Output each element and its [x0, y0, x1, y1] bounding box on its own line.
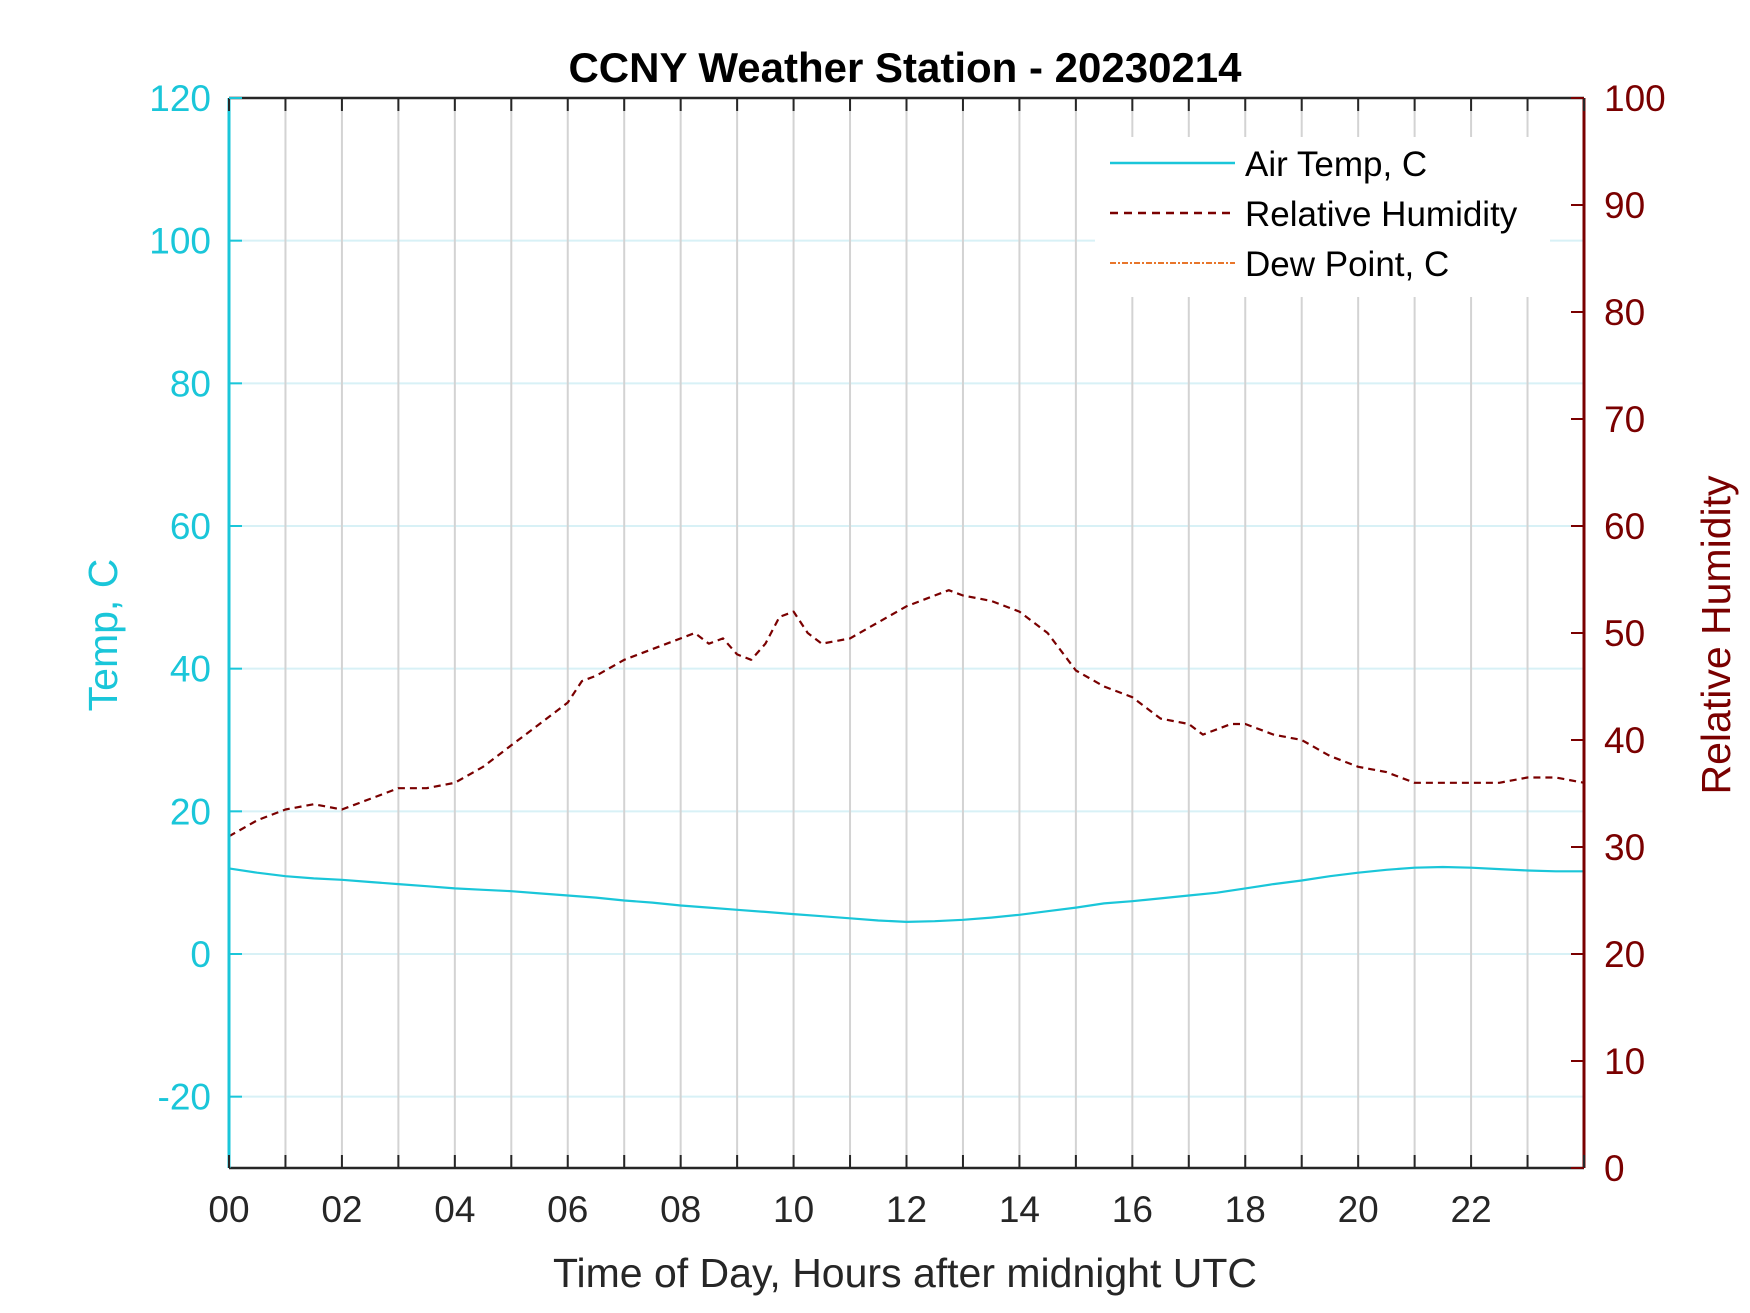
legend-label-air-temp: Air Temp, C — [1245, 145, 1427, 184]
x-tick-label: 06 — [547, 1189, 588, 1230]
x-tick-label: 20 — [1338, 1189, 1379, 1230]
axes — [227, 96, 1586, 1170]
legend-label-dew-point: Dew Point, C — [1245, 245, 1449, 284]
x-tick-label: 08 — [660, 1189, 701, 1230]
relative-humidity-line — [228, 589, 1585, 838]
x-axis-label: Time of Day, Hours after midnight UTC — [553, 1250, 1257, 1296]
right-tick-label: 70 — [1604, 399, 1645, 440]
right-tick-label: 40 — [1604, 720, 1645, 761]
right-tick-label: 50 — [1604, 613, 1645, 654]
right-tick-label: 100 — [1604, 78, 1666, 119]
series-lines — [228, 589, 1585, 924]
x-tick-labels: 00 02 04 06 08 10 12 14 16 18 20 22 — [208, 1189, 1491, 1230]
legend-label-relative-humidity: Relative Humidity — [1245, 195, 1518, 234]
chart-title: CCNY Weather Station - 20230214 — [568, 44, 1242, 91]
left-tick-label: 120 — [149, 78, 211, 119]
left-tick-label: 100 — [149, 221, 211, 262]
right-tick-label: 20 — [1604, 934, 1645, 975]
x-tick-label: 00 — [208, 1189, 249, 1230]
x-tick-label: 04 — [434, 1189, 475, 1230]
right-y-tick-labels: 0 10 20 30 40 50 60 70 80 90 100 — [1604, 78, 1666, 1189]
right-tick-label: 80 — [1604, 292, 1645, 333]
right-tick-label: 90 — [1604, 185, 1645, 226]
x-tick-label: 16 — [1112, 1189, 1153, 1230]
vertical-gridlines — [284, 98, 1529, 1168]
left-tick-label: 80 — [170, 363, 211, 404]
x-tick-label: 12 — [886, 1189, 927, 1230]
y-axis-right-label: Relative Humidity — [1693, 475, 1739, 794]
air-temp-line — [228, 865, 1584, 924]
left-tick-label: 20 — [170, 791, 211, 832]
x-tick-label: 18 — [1225, 1189, 1266, 1230]
right-tick-label: 0 — [1604, 1148, 1625, 1189]
legend: Air Temp, C Relative Humidity Dew Point,… — [1095, 137, 1550, 297]
y-axis-left-label: Temp, C — [80, 559, 126, 712]
right-tick-label: 60 — [1604, 506, 1645, 547]
x-tick-label: 02 — [321, 1189, 362, 1230]
left-tick-label: 0 — [190, 934, 211, 975]
left-y-tick-labels: -20 0 20 40 60 80 100 120 — [149, 78, 211, 1118]
left-tick-label: 60 — [170, 506, 211, 547]
x-tick-label: 22 — [1451, 1189, 1492, 1230]
x-tick-label: 14 — [999, 1189, 1040, 1230]
right-tick-label: 10 — [1604, 1041, 1645, 1082]
x-tick-label: 10 — [773, 1189, 814, 1230]
left-tick-label: -20 — [158, 1077, 211, 1118]
left-tick-label: 40 — [170, 649, 211, 690]
right-tick-label: 30 — [1604, 827, 1645, 868]
